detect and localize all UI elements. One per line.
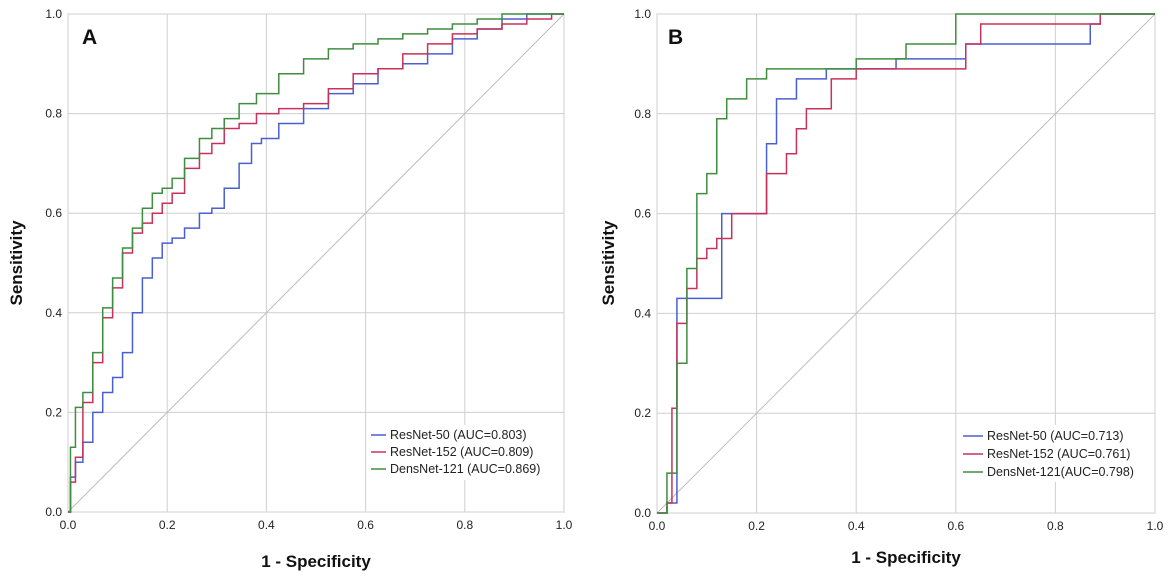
panel-a-y-tick-5: 1.0 [45,7,62,21]
panel-a-y-tick-2: 0.4 [45,306,62,320]
panel-a-y-axis-title: Sensitivity [7,220,26,306]
panel-b-x-tick-2: 0.4 [848,519,865,533]
panel-b-y-axis-title: Sensitivity [599,220,618,306]
panel-a-letter: A [82,26,97,49]
panel-b-x-tick-0: 0.0 [649,519,666,533]
panel-a-legend-label-densnet121: DensNet-121 (AUC=0.869) [390,462,540,476]
panel-a-curve-densnet121 [68,13,564,513]
panel-b-legend-label-resnet50: ResNet-50 (AUC=0.713) [987,429,1124,443]
panel-b-x-ticks: 0.0 0.2 0.4 0.6 0.8 1.0 [649,519,1164,533]
panel-a-y-ticks: 0.0 0.2 0.4 0.6 0.8 1.0 [45,7,62,519]
panel-b-curve-densnet121 [657,13,1155,514]
panel-a: 0.0 0.2 0.4 0.6 0.8 1.0 0.00.20.40.60.81.0 A … [7,7,573,571]
panel-b-curve-resnet152 [657,13,1155,514]
panel-b-curves [657,13,1155,514]
panel-b-y-tick-1: 0.2 [634,406,651,420]
panel-a-x-tick-4: 0.8 [456,518,473,532]
panel-b-x-axis-title: 1 - Specificity [851,548,961,567]
panel-a-legend: ResNet-50 (AUC=0.803) ResNet-152 (AUC=0.… [368,425,558,480]
panel-b-letter: B [668,26,683,49]
panel-a-curves [68,13,564,513]
panel-b-x-tick-5: 1.0 [1147,519,1164,533]
panel-b-y-ticks: 0.0 0.2 0.4 0.6 0.8 1.0 [634,7,651,520]
panel-a-x-ticks: 0.0 0.2 0.4 0.6 0.8 1.0 [60,518,573,532]
panel-b-x-tick-3: 0.6 [947,519,964,533]
panel-b-y-tick-0: 0.0 [634,506,651,520]
panel-b: 0.0 0.2 0.4 0.6 0.8 1.0 0.00.20.40.60.81.0 B … [599,7,1164,567]
panel-a-curve-resnet50 [68,13,564,513]
panel-b-legend-label-densnet121: DensNet-121(AUC=0.798) [987,465,1134,479]
panel-a-x-tick-3: 0.6 [357,518,374,532]
panel-a-legend-label-resnet50: ResNet-50 (AUC=0.803) [390,428,527,442]
panel-a-x-tick-1: 0.2 [159,518,176,532]
panel-b-grid [656,13,1156,514]
panel-b-legend-label-resnet152: ResNet-152 (AUC=0.761) [987,447,1130,461]
panel-a-legend-label-resnet152: ResNet-152 (AUC=0.809) [390,445,533,459]
panel-b-legend: ResNet-50 (AUC=0.713) ResNet-152 (AUC=0.… [958,425,1150,482]
panel-a-reference-diagonal [67,13,565,513]
panel-a-y-tick-0: 0.0 [45,505,62,519]
panel-a-legend-box [368,425,558,480]
panel-a-grid [67,13,565,513]
panel-a-y-tick-1: 0.2 [45,405,62,419]
panel-a-x-tick-5: 1.0 [556,518,573,532]
panel-a-y-tick-4: 0.8 [45,107,62,121]
panel-b-x-tick-1: 0.2 [748,519,765,533]
panel-b-y-tick-2: 0.4 [634,306,651,320]
panel-b-legend-box [958,425,1150,482]
panel-b-reference-diagonal [656,13,1156,514]
panel-a-x-tick-0: 0.0 [60,518,77,532]
panel-a-curve-resnet152 [68,13,564,513]
panel-a-x-tick-2: 0.4 [258,518,275,532]
panel-a-y-tick-3: 0.6 [45,206,62,220]
panel-b-y-tick-5: 1.0 [634,7,651,21]
panel-b-y-tick-4: 0.8 [634,107,651,121]
panel-b-x-tick-4: 0.8 [1047,519,1064,533]
panel-b-y-tick-3: 0.6 [634,207,651,221]
panel-a-x-axis-title: 1 - Specificity [261,552,371,571]
